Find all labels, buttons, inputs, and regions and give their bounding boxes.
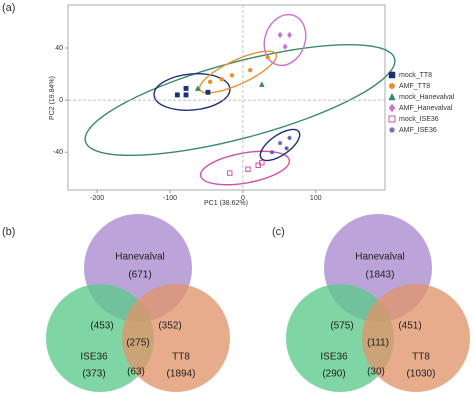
legend-marker	[389, 127, 395, 133]
x-tick-label: 100	[310, 195, 322, 202]
set-label: Hanevalval	[115, 252, 164, 263]
point	[205, 89, 211, 95]
legend-marker	[389, 83, 395, 89]
point	[245, 166, 251, 172]
x-tick-label: 0	[241, 195, 245, 202]
ellipse	[153, 73, 231, 111]
point	[194, 85, 201, 91]
point	[277, 140, 283, 146]
point	[183, 92, 189, 98]
x-tick-label: -100	[163, 195, 177, 202]
ellipse	[84, 43, 396, 157]
point	[255, 162, 261, 168]
legend-label: AMF_ISE36	[399, 127, 437, 134]
venn-set	[362, 284, 470, 392]
region-count: (352)	[158, 321, 181, 332]
x-tick-label: -200	[90, 195, 104, 202]
legend-marker	[388, 115, 396, 123]
legend-label: mock_Hanevalval	[399, 94, 455, 101]
ellipse	[199, 150, 291, 186]
point	[265, 54, 270, 60]
y-tick-label: 0	[59, 97, 63, 104]
point	[183, 85, 189, 91]
ellipse	[259, 128, 301, 162]
region-count: (575)	[330, 321, 353, 332]
y-axis-label: PC2 (19.84%)	[49, 76, 56, 120]
panel-label: (b)	[2, 226, 15, 238]
set-label: ISE36	[80, 352, 108, 363]
region-count: (1030)	[407, 369, 436, 380]
point	[269, 150, 275, 155]
set-label: ISE36	[320, 352, 348, 363]
point	[287, 135, 292, 141]
point	[229, 73, 235, 78]
venn-set	[122, 284, 230, 392]
region-count: (63)	[127, 367, 145, 378]
point	[284, 146, 289, 151]
legend-label: AMF_TT8	[399, 83, 430, 90]
legend-label: mock_TT8	[399, 72, 432, 79]
venn-set	[46, 284, 154, 392]
point	[207, 79, 213, 85]
set-label: TT8	[412, 352, 430, 363]
point	[277, 31, 283, 39]
venn-set	[286, 284, 394, 392]
region-count: (1894)	[167, 369, 196, 380]
legend-label: mock_ISE36	[399, 116, 439, 123]
legend-marker	[388, 103, 396, 113]
ellipses	[84, 13, 396, 186]
set-label: Hanevalval	[355, 252, 404, 263]
y-tick-label: -40	[53, 149, 63, 156]
legend-marker	[388, 92, 396, 101]
point	[259, 159, 265, 166]
point	[219, 77, 224, 82]
point	[259, 81, 265, 87]
region-count: (30)	[367, 367, 385, 378]
region-count: (451)	[398, 321, 421, 332]
y-tick-label: 40	[55, 45, 63, 52]
x-axis-label: PC1 (38.62%)	[204, 200, 248, 207]
legend-marker	[388, 71, 396, 79]
region-count: (1843)	[366, 270, 395, 281]
region-count: (453)	[90, 321, 113, 332]
point	[282, 43, 288, 50]
point	[227, 170, 233, 176]
plot-frame	[67, 4, 386, 191]
legend-label: AMF_Hanevalval	[399, 105, 453, 112]
set-label: TT8	[172, 352, 190, 363]
point	[247, 67, 253, 73]
region-count: (111)	[367, 338, 389, 349]
point	[287, 31, 293, 39]
region-count: (290)	[322, 369, 345, 380]
panel-label: (c)	[272, 226, 285, 238]
region-count: (275)	[126, 338, 149, 349]
panel-label: (a)	[2, 2, 15, 14]
region-count: (671)	[128, 270, 151, 281]
ellipse	[263, 13, 307, 67]
region-count: (373)	[82, 369, 105, 380]
point	[174, 92, 180, 98]
